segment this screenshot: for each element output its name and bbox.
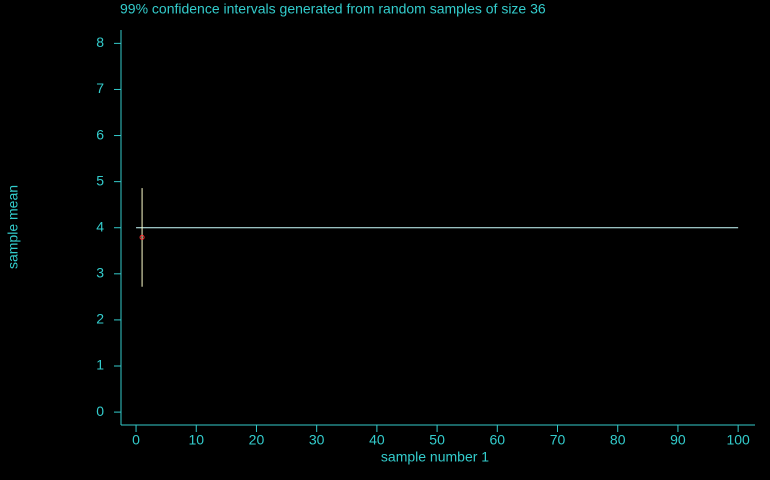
x-tick-label: 0 <box>132 432 140 448</box>
y-tick-label: 0 <box>96 403 104 419</box>
x-tick-label: 100 <box>726 432 750 448</box>
y-tick-label: 4 <box>96 218 104 234</box>
y-tick-label: 8 <box>96 34 104 50</box>
x-tick-label: 90 <box>670 432 686 448</box>
y-tick-label: 3 <box>96 265 104 281</box>
y-tick-label: 6 <box>96 126 104 142</box>
x-axis-label: sample number 1 <box>381 449 489 465</box>
x-tick-label: 80 <box>610 432 626 448</box>
y-tick-label: 5 <box>96 172 104 188</box>
y-axis-label: sample mean <box>5 185 21 269</box>
x-tick-label: 60 <box>490 432 506 448</box>
x-tick-label: 30 <box>309 432 325 448</box>
chart-title: 99% confidence intervals generated from … <box>120 1 546 17</box>
x-tick-label: 50 <box>429 432 445 448</box>
x-tick-label: 70 <box>550 432 566 448</box>
y-tick-label: 2 <box>96 311 104 327</box>
x-tick-label: 10 <box>188 432 204 448</box>
x-tick-label: 20 <box>249 432 265 448</box>
sample-mean <box>139 234 145 240</box>
y-tick-label: 7 <box>96 80 104 96</box>
x-tick-label: 40 <box>369 432 385 448</box>
y-tick-label: 1 <box>96 357 104 373</box>
